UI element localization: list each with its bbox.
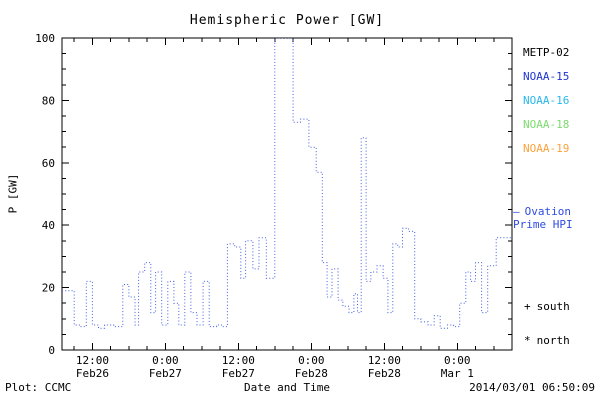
x-tick-label-time: 12:00 [222,354,255,367]
x-tick-label-date: Feb27 [149,367,182,380]
line-sample-icon: — [513,205,520,218]
x-axis-label: Date and Time [243,381,331,394]
y-tick-label: 80 [42,94,55,107]
legend-item-noaa18: NOAA-18 [523,118,570,131]
marker-legend-south: + south [524,300,570,313]
y-tick-label: 40 [42,219,55,232]
plot-timestamp: 2014/03/01 06:50:09 [469,381,595,394]
axis-frame [61,37,513,351]
x-tick-label-date: Feb26 [76,367,109,380]
x-tick-label-date: Mar 1 [441,367,474,380]
x-tick-label-time: 0:00 [444,354,471,367]
plus-marker-icon: + [524,300,531,313]
legend-item-metp02: METP-02 [523,46,570,59]
legend-item-noaa19: NOAA-19 [523,142,570,155]
legend-item-noaa15: NOAA-15 [523,70,570,83]
x-tick-label-time: 0:00 [152,354,179,367]
y-tick-label: 20 [42,282,55,295]
data-line [62,38,512,329]
x-tick-label-time: 0:00 [298,354,325,367]
series-label: — Ovation Prime HPI [513,205,573,231]
y-tick-label: 0 [48,344,55,357]
series-name-line1: Ovation [524,205,571,218]
asterisk-marker-icon: * [524,334,531,347]
legend-item-noaa16: NOAA-16 [523,94,570,107]
x-tick-label-date: Feb28 [368,367,401,380]
x-tick-label-date: Feb27 [222,367,255,380]
series-name-line2: Prime HPI [513,218,573,231]
y-tick-label: 60 [42,157,55,170]
y-tick-label: 100 [35,32,55,45]
chart-title: Hemispheric Power [GW] [189,13,385,28]
plot-source: Plot: CCMC [5,381,72,394]
legend: METP-02 NOAA-15 NOAA-16 NOAA-18 NOAA-19 [523,41,569,161]
marker-legend-north: * north [524,334,570,347]
x-tick-label-time: 12:00 [76,354,109,367]
x-tick-label-date: Feb28 [295,367,328,380]
series-label-line1: — Ovation [513,205,573,218]
x-tick-label-time: 12:00 [368,354,401,367]
marker-label-north: north [536,334,570,347]
marker-label-south: south [536,300,570,313]
